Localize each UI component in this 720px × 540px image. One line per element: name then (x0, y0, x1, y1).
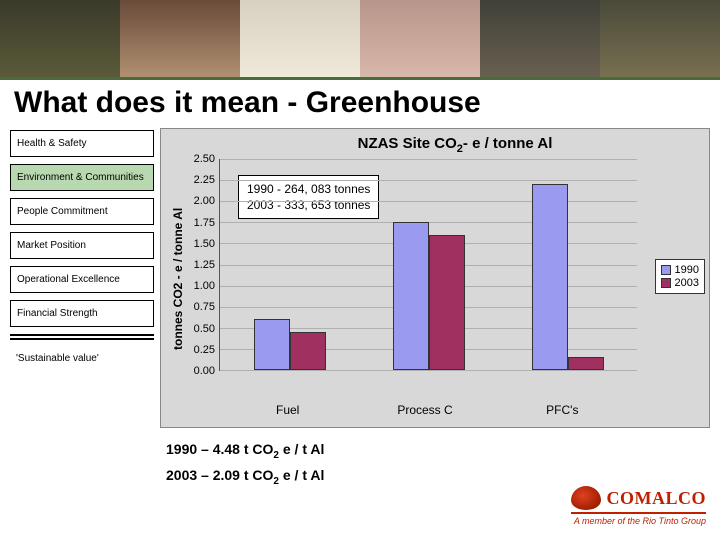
bar (290, 332, 326, 370)
bar (532, 184, 568, 370)
ytick: 0.75 (187, 301, 215, 313)
summary-values: 1990 – 4.48 t CO2 e / t Al 2003 – 2.09 t… (160, 428, 710, 490)
ytick: 2.00 (187, 195, 215, 207)
legend-item: 2003 (661, 277, 699, 289)
banner-seg (0, 0, 120, 77)
logo-text: COMALCO (607, 488, 707, 509)
x-category: PFC's (494, 399, 631, 417)
bars (220, 159, 637, 370)
chart-area: NZAS Site CO2- e / tonne Al tonnes CO2 -… (160, 124, 710, 490)
bar (429, 235, 465, 370)
sidebar-item[interactable]: People Commitment (10, 198, 154, 225)
header-banner (0, 0, 720, 80)
sidebar: Health & Safety Environment & Communities… (10, 124, 160, 490)
ytick: 0.25 (187, 344, 215, 356)
sidebar-item[interactable]: Operational Excellence (10, 266, 154, 293)
ytick: 2.25 (187, 174, 215, 186)
page-title: What does it mean - Greenhouse (0, 80, 720, 124)
legend-swatch (661, 265, 671, 275)
bar-group (220, 159, 359, 370)
banner-seg (360, 0, 480, 77)
sidebar-sustainable: 'Sustainable value' (10, 347, 154, 370)
legend-item: 1990 (661, 264, 699, 276)
ytick: 2.50 (187, 153, 215, 165)
logo-tagline: A member of the Rio Tinto Group (571, 512, 707, 526)
sidebar-item[interactable]: Environment & Communities (10, 164, 154, 191)
y-axis-label: tonnes CO2 - e / tonne Al (169, 159, 187, 399)
banner-seg (240, 0, 360, 77)
bar (568, 357, 604, 370)
legend: 19902003 (655, 259, 705, 294)
ytick: 1.50 (187, 238, 215, 250)
x-category: Process C (356, 399, 493, 417)
legend-label: 1990 (675, 264, 699, 276)
y-ticks: 2.50 2.25 2.00 1.75 1.50 1.25 1.00 0.75 0.50 0.25… (187, 153, 219, 377)
bar (254, 319, 290, 370)
ytick: 0.00 (187, 365, 215, 377)
gridline (220, 370, 637, 371)
sidebar-item[interactable]: Market Position (10, 232, 154, 259)
x-categories: FuelProcess CPFC's (219, 399, 631, 417)
bar-group (498, 159, 637, 370)
bar (393, 222, 429, 370)
sidebar-item[interactable]: Financial Strength (10, 300, 154, 327)
plot-area: 1990 - 264, 083 tonnes 2003 - 333, 653 t… (219, 159, 637, 371)
bar-group (359, 159, 498, 370)
ytick: 1.25 (187, 259, 215, 271)
banner-seg (600, 0, 720, 77)
ytick: 1.00 (187, 280, 215, 292)
footer-logo: COMALCO A member of the Rio Tinto Group (571, 486, 707, 526)
chart-title: NZAS Site CO2- e / tonne Al (209, 135, 701, 155)
ytick: 1.75 (187, 217, 215, 229)
logo-icon (571, 486, 601, 510)
ytick: 0.50 (187, 323, 215, 335)
banner-seg (120, 0, 240, 77)
banner-seg (480, 0, 600, 77)
legend-swatch (661, 278, 671, 288)
sidebar-divider (10, 334, 154, 340)
chart-box: NZAS Site CO2- e / tonne Al tonnes CO2 -… (160, 128, 710, 428)
sidebar-item[interactable]: Health & Safety (10, 130, 154, 157)
x-category: Fuel (219, 399, 356, 417)
legend-label: 2003 (675, 277, 699, 289)
